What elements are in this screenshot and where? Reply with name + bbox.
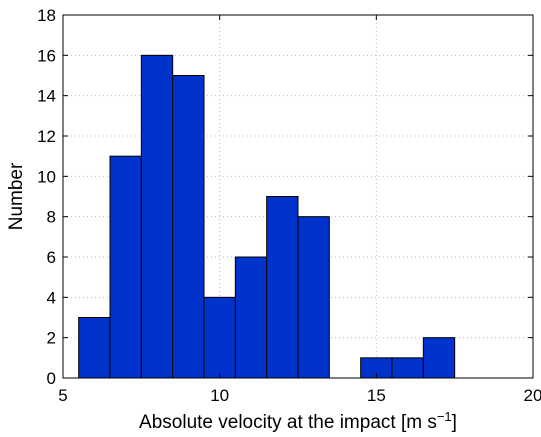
y-tick-label: 6	[47, 248, 56, 267]
histogram-bar	[172, 75, 205, 379]
histogram-bar	[391, 357, 424, 379]
y-tick-label: 2	[47, 329, 56, 348]
x-tick-label: 5	[58, 386, 67, 405]
y-tick-label: 4	[47, 288, 56, 307]
histogram-bar	[297, 216, 330, 379]
histogram-bar	[266, 196, 299, 379]
plot-frame	[62, 14, 534, 379]
y-axis-label: Number	[6, 162, 27, 230]
y-tick-label: 12	[37, 127, 56, 146]
y-tick-label: 18	[37, 6, 56, 25]
x-tick-label: 15	[367, 386, 386, 405]
histogram-bar	[140, 54, 174, 379]
x-axis-label-main: Absolute velocity at the impact [m s	[139, 412, 437, 433]
x-tick-label: 10	[210, 386, 229, 405]
y-tick-label: 8	[47, 208, 56, 227]
histogram-bar	[109, 155, 142, 379]
x-axis-label-superscript: −1	[437, 409, 452, 424]
histogram-bar	[203, 296, 236, 379]
histogram-bar	[78, 317, 111, 379]
y-tick-label: 0	[47, 369, 56, 388]
y-tick-label: 10	[37, 167, 56, 186]
grid-lines	[63, 15, 533, 378]
y-tick-label: 16	[37, 46, 56, 65]
histogram-bar	[422, 337, 456, 379]
y-tick-labels: 0 2 4 6 8 10 12 14 16 18	[37, 6, 56, 388]
x-tick-label: 20	[524, 386, 541, 405]
histogram-bar	[234, 256, 268, 379]
bars	[78, 54, 456, 379]
x-axis-label-suffix: ]	[452, 412, 457, 433]
y-tick-label: 14	[37, 87, 56, 106]
x-axis-label: Absolute velocity at the impact [m s−1]	[139, 409, 457, 434]
x-tick-labels: 5 10 15 20	[58, 386, 541, 405]
